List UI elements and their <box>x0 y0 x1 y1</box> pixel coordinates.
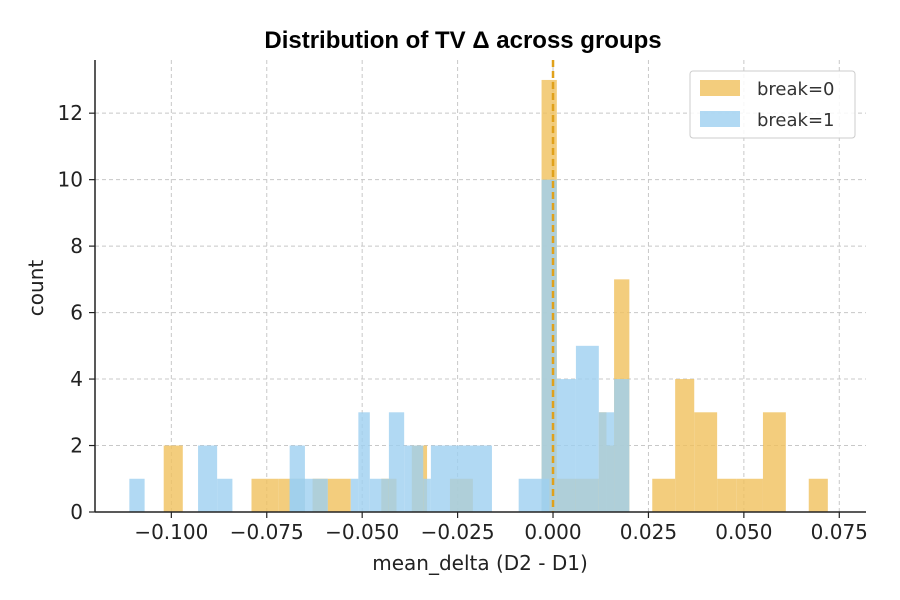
y-tick-label: 12 <box>58 101 83 125</box>
legend-swatch-break1 <box>700 111 740 127</box>
y-tick-label: 4 <box>70 367 83 391</box>
bar-break0 <box>736 478 763 512</box>
legend-swatch-break0 <box>700 80 740 96</box>
chart-title: Distribution of TV Δ across groups <box>264 27 661 54</box>
x-tick-label: 0.000 <box>524 520 581 544</box>
bar-break1 <box>289 478 328 512</box>
x-tick-label: 0.025 <box>620 520 677 544</box>
series-break1-bars <box>129 179 630 512</box>
x-tick-label: 0.050 <box>715 520 772 544</box>
y-tick-label: 2 <box>70 434 83 458</box>
bar-break0 <box>694 412 718 512</box>
bar-break1 <box>350 478 359 512</box>
bar-break1 <box>556 379 576 512</box>
legend: break=0 break=1 <box>689 70 856 139</box>
bar-break0 <box>675 379 695 512</box>
bar-break1 <box>541 179 557 512</box>
bar-break1 <box>198 445 218 512</box>
legend-label-break0: break=0 <box>757 79 835 100</box>
y-tick-label: 0 <box>70 500 83 524</box>
x-axis-ticks: −0.100 −0.075 −0.050 −0.025 0.000 0.025 0.050 0… <box>134 512 868 544</box>
x-tick-label: −0.025 <box>421 520 495 544</box>
y-tick-label: 6 <box>70 301 83 325</box>
axes <box>94 60 866 513</box>
bar-break1 <box>388 412 405 512</box>
y-axis-ticks: 0 2 4 6 8 10 12 <box>58 101 95 524</box>
x-tick-label: −0.075 <box>230 520 304 544</box>
bar-break1 <box>575 345 599 512</box>
legend-label-break1: break=1 <box>757 110 835 131</box>
bar-break0 <box>327 478 351 512</box>
bar-break0 <box>652 478 676 512</box>
bar-break1 <box>358 412 370 512</box>
bar-break1 <box>430 445 492 512</box>
bar-break1 <box>404 445 424 512</box>
bar-break1 <box>217 478 233 512</box>
bar-break1 <box>614 379 630 512</box>
y-axis-label: count <box>24 260 48 317</box>
bar-break1 <box>369 478 389 512</box>
x-axis-label: mean_delta (D2 - D1) <box>372 551 588 575</box>
y-tick-label: 10 <box>58 168 83 192</box>
bar-break1 <box>129 478 145 512</box>
bar-break0 <box>808 478 828 512</box>
x-tick-label: −0.050 <box>325 520 399 544</box>
x-tick-label: 0.075 <box>811 520 868 544</box>
bar-break0 <box>251 478 279 512</box>
y-tick-label: 8 <box>70 234 83 258</box>
x-tick-label: −0.100 <box>134 520 208 544</box>
bar-break0 <box>762 412 786 512</box>
bar-break1 <box>598 412 615 512</box>
bar-break1 <box>423 478 431 512</box>
bar-break0 <box>717 478 737 512</box>
series-break0-bars <box>163 79 828 513</box>
bar-break0 <box>163 445 183 512</box>
